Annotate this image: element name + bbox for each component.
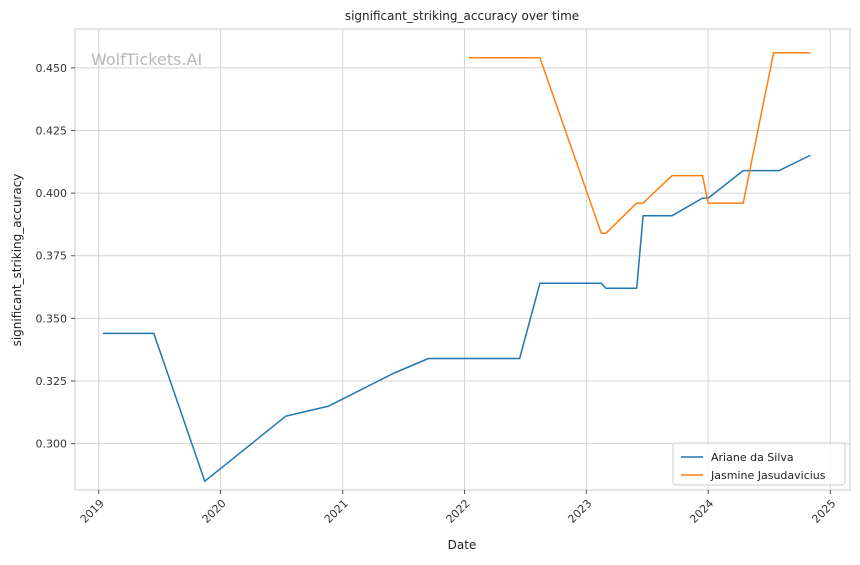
chart-title: significant_striking_accuracy over time	[345, 9, 579, 23]
y-tick-label: 0.325	[36, 375, 68, 388]
legend-label: Jasmine Jasudavicius	[710, 469, 826, 482]
ticks: 2019 2020 2021 2022 2023 2024 20250.3000.3250.…	[36, 62, 839, 526]
series-line-2	[468, 52, 811, 234]
y-tick-label: 0.400	[36, 187, 68, 200]
y-tick-label: 0.375	[36, 250, 68, 263]
y-tick-label: 0.300	[36, 438, 68, 451]
watermark: WolfTickets.AI	[91, 50, 202, 69]
y-axis-label: significant_striking_accuracy	[10, 174, 24, 347]
grid	[75, 29, 850, 490]
series-layer	[102, 52, 811, 482]
y-tick-label: 0.450	[36, 62, 68, 75]
series-line-1	[102, 154, 811, 482]
plot-frame	[74, 28, 851, 491]
y-tick-label: 0.350	[36, 312, 68, 325]
y-tick-label: 0.425	[36, 124, 68, 137]
legend-label: Ariane da Silva	[711, 451, 794, 464]
legend: Ariane da Silva Jasmine Jasudavicius	[672, 442, 846, 486]
legend-box	[672, 442, 846, 486]
x-axis-label: Date	[448, 538, 477, 552]
